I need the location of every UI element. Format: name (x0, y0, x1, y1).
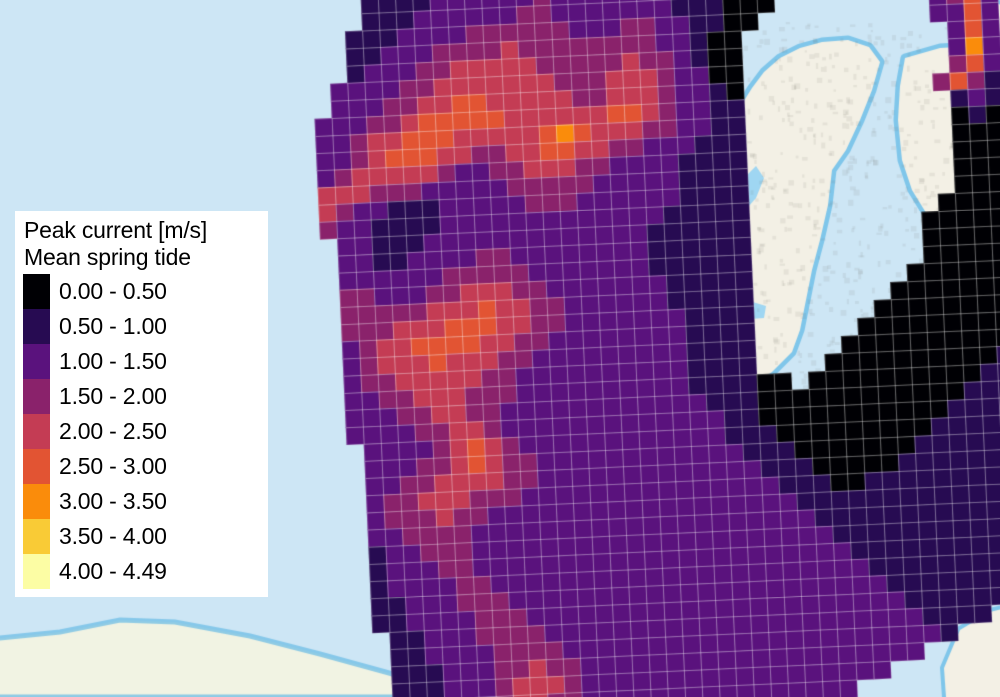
legend-row: 0.50 - 1.00 (15, 309, 268, 344)
legend-row: 1.00 - 1.50 (15, 344, 268, 379)
legend-color-swatch (23, 484, 50, 519)
legend-class-label: 1.00 - 1.50 (59, 344, 167, 379)
legend-class-label: 0.50 - 1.00 (59, 309, 167, 344)
legend-title-line1: Peak current [m/s] (15, 217, 268, 244)
legend-row: 4.00 - 4.49 (15, 554, 268, 589)
legend-class-label: 2.50 - 3.00 (59, 449, 167, 484)
legend-color-swatch (23, 274, 50, 309)
legend-color-swatch (23, 309, 50, 344)
legend-row: 3.00 - 3.50 (15, 484, 268, 519)
legend-class-label: 3.50 - 4.00 (59, 519, 167, 554)
legend-row: 2.00 - 2.50 (15, 414, 268, 449)
legend-row: 0.00 - 0.50 (15, 274, 268, 309)
legend-color-swatch (23, 379, 50, 414)
legend-row: 2.50 - 3.00 (15, 449, 268, 484)
legend-panel: Peak current [m/s] Mean spring tide 0.00… (15, 211, 268, 597)
legend-class-label: 0.00 - 0.50 (59, 274, 167, 309)
legend-row: 3.50 - 4.00 (15, 519, 268, 554)
map-viewport[interactable]: Peak current [m/s] Mean spring tide 0.00… (0, 0, 1000, 697)
legend-class-label: 4.00 - 4.49 (59, 554, 167, 589)
legend-color-swatch (23, 519, 50, 554)
legend-color-swatch (23, 449, 50, 484)
legend-title-line2: Mean spring tide (15, 244, 268, 271)
legend-color-swatch (23, 554, 50, 589)
legend-class-label: 3.00 - 3.50 (59, 484, 167, 519)
legend-class-list: 0.00 - 0.50 0.50 - 1.00 1.00 - 1.50 1.50 - … (15, 274, 268, 589)
legend-class-label: 2.00 - 2.50 (59, 414, 167, 449)
legend-color-swatch (23, 344, 50, 379)
legend-row: 1.50 - 2.00 (15, 379, 268, 414)
legend-color-swatch (23, 414, 50, 449)
legend-class-label: 1.50 - 2.00 (59, 379, 167, 414)
